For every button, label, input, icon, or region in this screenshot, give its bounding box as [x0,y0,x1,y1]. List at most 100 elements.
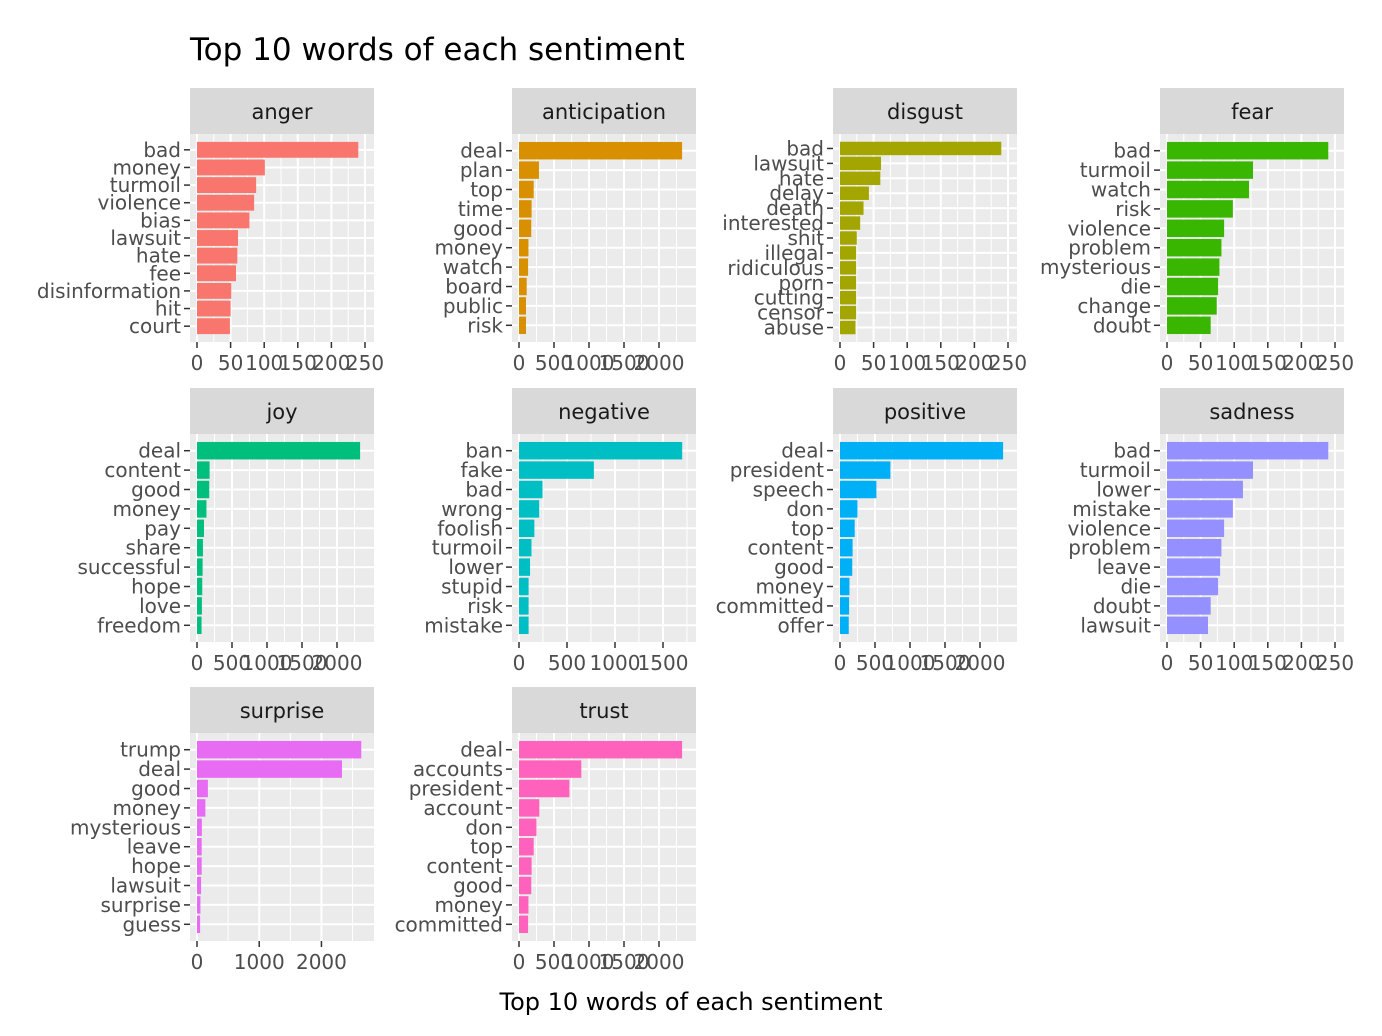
y-tick-label: mysterious [1040,255,1151,279]
x-tick-label: 1000 [885,651,936,675]
y-tick-label: interested [722,211,824,235]
x-tick-label: 500 [213,651,251,675]
y-tick-label: bad [786,136,824,160]
y-tick-label: good [131,478,181,502]
bar-risk [1167,200,1233,218]
bar-hate [840,171,881,186]
panel-background [190,434,374,642]
y-tick-label: risk [467,594,503,618]
bar-ridiculous [840,261,857,275]
x-tick-label: 2000 [634,950,685,974]
bar-good [519,876,532,895]
x-tick-label: 150 [1249,351,1287,375]
x-tick-label: 150 [1249,651,1287,675]
y-tick-label: hope [131,575,181,599]
x-tick-label: 0 [834,651,847,675]
y-tick-label: illegal [765,241,824,265]
y-tick-label: turmoil [1080,158,1151,182]
x-tick-label: 500 [548,651,586,675]
y-tick-label: risk [1115,197,1151,221]
bar-bad [197,141,359,158]
strip-background [190,88,374,134]
x-tick-label: 100 [888,351,926,375]
bar-content [840,538,853,557]
bar-leave [197,837,202,856]
y-tick-label: deal [138,439,181,463]
bar-hope [197,857,202,875]
y-tick-label: turmoil [110,173,181,197]
bar-lawsuit [1167,616,1208,635]
y-tick-label: die [1120,275,1151,299]
y-tick-label: top [791,516,824,540]
chart-title: Top 10 words of each sentiment [190,32,685,68]
y-tick-label: turmoil [1080,458,1151,482]
y-tick-label: violence [1068,216,1151,240]
bar-censor [840,305,857,320]
y-tick-label: bad [143,138,181,162]
bar-court [197,318,230,335]
y-tick-label: bad [1113,439,1151,463]
x-tick-label: 150 [922,351,960,375]
x-tick-label: 150 [279,351,317,375]
y-tick-label: violence [1068,516,1151,540]
y-tick-label: offer [777,613,824,637]
panel-background [512,134,696,342]
bar-don [519,818,537,837]
bar-shit [840,231,857,245]
strip-background [512,388,696,434]
y-tick-label: wrong [441,497,503,521]
y-tick-label: board [445,275,503,299]
x-tick-label: 500 [535,351,573,375]
bar-content [197,461,210,479]
bar-hope [197,577,203,596]
bar-top [840,519,855,538]
y-tick-label: love [139,594,181,618]
bar-committed [519,915,529,934]
strip-background [512,687,696,733]
bar-lower [519,558,531,576]
facet-anger: angerbadmoneyturmoilviolencebiaslawsuith… [37,88,384,375]
facet-positive: positive dealpresidentspeechdontopcontent… [716,388,1017,675]
x-axis-label: Top 10 words of each sentiment [499,988,883,1016]
facet-anticipation: anticipation dealplantoptimegoodmoneywatc… [434,88,696,375]
bar-content [519,857,532,875]
y-tick-label: money [434,236,503,260]
x-tick-label: 1500 [920,651,971,675]
bar-foolish [519,519,535,538]
strip-label: joy [265,400,297,424]
y-tick-label: deal [460,139,503,163]
y-tick-label: deal [460,738,503,762]
x-tick-label: 0 [834,351,847,375]
x-tick-label: 1500 [599,950,650,974]
bar-trump [197,740,362,759]
bar-deal [197,760,342,778]
y-tick-label: lower [1096,478,1151,502]
y-tick-label: money [112,497,181,521]
bar-time [519,200,532,218]
y-tick-label: shit [788,226,825,250]
y-tick-label: content [104,458,181,482]
y-tick-label: abuse [764,316,824,340]
bar-good [519,219,532,238]
bar-stupid [519,577,529,596]
bar-money [197,799,206,817]
strip-label: disgust [887,100,963,124]
bar-hit [197,300,231,317]
y-tick-label: good [774,555,824,579]
bar-deal [197,441,361,460]
bar-lawsuit [197,876,202,895]
y-tick-label: committed [395,912,503,936]
y-tick-label: committed [716,594,824,618]
y-tick-label: problem [1068,236,1151,260]
bar-change [1167,297,1217,315]
bar-porn [840,276,857,290]
y-tick-label: lawsuit [1080,613,1151,637]
bar-mistake [1167,500,1233,518]
y-tick-label: account [423,796,503,820]
bar-turmoil [197,177,257,194]
bar-death [840,201,864,215]
bar-good [197,779,208,798]
bar-good [840,558,853,576]
bar-don [840,500,858,518]
y-tick-label: cutting [754,286,824,310]
